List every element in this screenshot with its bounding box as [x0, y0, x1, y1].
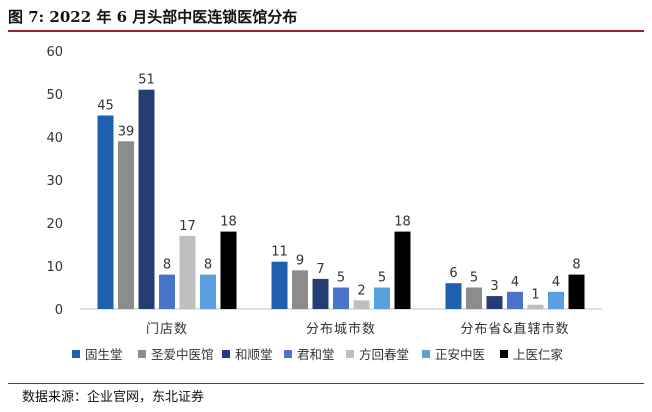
- bar: [527, 304, 544, 309]
- title-divider: [8, 30, 644, 32]
- bar: [292, 270, 308, 309]
- legend-swatch: [500, 350, 508, 358]
- data-label: 1: [531, 288, 539, 303]
- bar: [568, 274, 585, 309]
- legend-swatch: [422, 350, 430, 358]
- bar: [548, 291, 564, 309]
- legend-swatch: [284, 350, 292, 358]
- bar: [445, 283, 462, 309]
- data-label: 11: [271, 245, 288, 260]
- bar: [394, 231, 411, 309]
- data-label: 18: [394, 215, 411, 230]
- figure-title: 图 7: 2022 年 6 月头部中医连锁医馆分布: [8, 8, 298, 26]
- data-label: 5: [378, 271, 386, 286]
- legend-label: 方回春堂: [359, 347, 409, 362]
- chart-legend: 固生堂 圣爱中医馆 和顺堂 君和堂 方回春堂 正安中医 上医仁家: [72, 347, 564, 362]
- legend-item: 正安中医: [422, 347, 485, 362]
- legend-label: 和顺堂: [235, 347, 273, 362]
- data-label: 3: [490, 279, 498, 294]
- bar: [97, 115, 114, 309]
- legend-swatch: [222, 350, 230, 358]
- data-label: 9: [296, 253, 304, 268]
- bar: [159, 274, 175, 309]
- y-tick-label: 20: [46, 217, 63, 232]
- y-tick-label: 10: [46, 260, 63, 275]
- bar: [333, 287, 349, 309]
- data-label: 17: [179, 219, 196, 234]
- y-tick-label: 50: [46, 88, 63, 103]
- bar-series: [97, 89, 585, 309]
- data-label: 8: [204, 258, 212, 273]
- x-axis-categories: 门店数 分布城市数 分布省&直辖市数: [146, 321, 569, 337]
- bar: [466, 287, 482, 309]
- data-label: 8: [572, 258, 580, 273]
- y-tick-label: 60: [46, 45, 63, 60]
- data-label: 51: [138, 73, 155, 88]
- data-label: 5: [337, 271, 345, 286]
- legend-swatch: [346, 350, 354, 358]
- bar: [179, 235, 196, 309]
- category-label: 门店数: [146, 322, 188, 337]
- bar: [507, 291, 523, 309]
- bar: [353, 300, 370, 309]
- legend-label: 圣爱中医馆: [151, 347, 214, 362]
- data-label: 7: [316, 262, 324, 277]
- bar: [138, 89, 155, 309]
- legend-item: 上医仁家: [500, 347, 564, 362]
- bar: [200, 274, 216, 309]
- legend-label: 正安中医: [435, 347, 485, 362]
- data-label: 18: [220, 215, 237, 230]
- data-label: 45: [97, 99, 114, 114]
- bar: [486, 296, 503, 309]
- legend-item: 圣爱中医馆: [138, 347, 214, 362]
- y-tick-label: 40: [46, 131, 63, 146]
- category-label: 分布城市数: [306, 321, 376, 337]
- legend-swatch: [138, 350, 146, 358]
- source-note: 数据来源：企业官网，东北证券: [22, 390, 205, 405]
- legend-swatch: [72, 350, 80, 358]
- data-label: 4: [552, 275, 560, 290]
- legend-item: 和顺堂: [222, 347, 273, 362]
- bar: [374, 287, 390, 309]
- bar: [271, 261, 288, 309]
- legend-item: 君和堂: [284, 347, 335, 362]
- category-label: 分布省&直辖市数: [460, 321, 569, 337]
- legend-label: 固生堂: [85, 347, 123, 362]
- legend-item: 固生堂: [72, 347, 123, 362]
- legend-label: 君和堂: [297, 347, 335, 362]
- data-label: 8: [163, 258, 171, 273]
- legend-item: 方回春堂: [346, 347, 409, 362]
- bar: [118, 141, 134, 309]
- legend-label: 上医仁家: [513, 347, 564, 362]
- y-tick-label: 30: [46, 174, 63, 189]
- bar: [220, 231, 237, 309]
- data-label: 4: [511, 275, 519, 290]
- data-label: 6: [449, 266, 457, 281]
- source-divider: [8, 383, 644, 384]
- data-label: 39: [118, 124, 135, 139]
- y-tick-label: 0: [55, 303, 63, 318]
- y-axis: 0 10 20 30 40 50 60: [46, 45, 63, 318]
- data-label: 2: [357, 283, 365, 298]
- data-label: 5: [470, 271, 478, 286]
- bar: [312, 278, 329, 309]
